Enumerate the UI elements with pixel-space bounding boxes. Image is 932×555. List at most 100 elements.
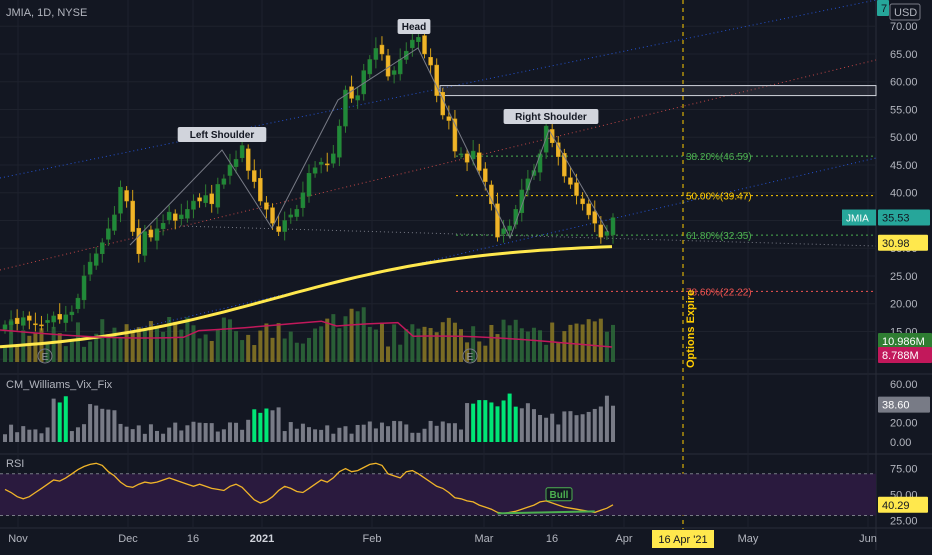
vix-bar-gray [465,403,470,442]
vix-bar-gray [355,424,360,442]
volume-bar [39,328,44,362]
vix-bar-gray [69,431,74,442]
vix-bar-gray [538,414,543,442]
vix-bar-gray [398,421,403,442]
candle-up [2,324,8,330]
volume-bar [173,321,178,362]
volume-bar [270,337,275,362]
vix-bar-gray [422,428,427,442]
volume-bar [15,345,20,362]
candle-up [367,59,373,75]
vix-bar-gray [556,424,561,442]
candle-down [33,323,38,326]
volume-bar [185,317,190,362]
pattern-annotation-box [177,127,267,142]
x-tick-label: Feb [363,533,382,545]
volume-badge: 10.986M [882,336,925,348]
earnings-marker-label: E [42,352,49,363]
vix-bar-gray [112,410,117,442]
date-highlight-label: 16 Apr '21 [658,534,707,546]
volume-bar [112,327,117,362]
candle-up [81,275,87,301]
vix-bar-gray [313,429,318,442]
candle-up [343,89,348,127]
x-tick-label: 16 [546,533,558,545]
candle-down [148,229,154,238]
bull-label-box [545,487,573,502]
candle-up [51,315,56,323]
volume-bar [234,331,239,362]
vix-bar-gray [574,415,579,442]
volume-bar [179,329,184,362]
volume-bar [452,322,457,362]
vix-bar-green [57,402,62,442]
vix-title: CM_Williams_Vix_Fix [6,379,113,391]
volume-bar [106,333,111,362]
candle-down [136,227,142,255]
volume-bar [513,319,518,362]
rsi-last-badge: 40.29 [882,500,910,512]
candle-up [8,321,14,326]
vix-bar-gray [227,422,232,442]
candle-down [124,190,129,202]
price-tick-label: 50.00 [890,132,918,144]
volume-bar [69,341,74,362]
volume-bar [611,324,615,362]
vix-bar-gray [215,431,220,442]
vix-bar-gray [544,417,549,442]
candle-down [562,153,567,177]
candle-up [215,184,221,208]
volume-bar [544,344,549,362]
vix-bar-gray [276,407,281,442]
vix-bar-gray [604,395,609,442]
fib-level-label: 61.80%(32.35) [686,231,752,242]
currency-price-badge: 7 [881,3,887,15]
last-price-badge: 35.53 [882,213,910,225]
volume-bar [300,343,305,362]
candle-up [537,153,543,173]
candle-down [464,153,470,163]
volume-bar [313,328,318,362]
candle-up [239,145,245,158]
candle-up [318,161,324,165]
pattern-annotation-label: Head [402,22,426,33]
candle-down [495,203,500,238]
vix-bar-gray [580,414,585,442]
candle-up [288,214,294,218]
candle-up [470,150,476,160]
volume-bar [82,346,87,362]
candle-down [39,324,44,327]
vix-bar-gray [562,411,567,442]
volume-bar [240,340,245,362]
volume-bar [161,331,166,362]
candle-up [179,214,184,220]
candle-up [185,209,190,219]
vix-bar-green [252,409,257,442]
volume-bar [580,324,585,362]
vix-bar-gray [592,408,597,442]
vix-bar-green [501,400,506,442]
vix-bar-gray [51,398,56,442]
candle-down [57,314,62,320]
volume-bar [404,329,409,362]
candle-up [610,217,616,236]
vix-bar-gray [130,429,135,442]
vix-bar-gray [319,429,324,442]
volume-bar [538,330,543,362]
candle-down [434,64,439,96]
volume-bar [197,338,202,362]
candle-down [586,203,591,216]
candle-down [197,197,202,202]
vix-bar-gray [142,433,147,442]
volume-bar [531,327,536,362]
earnings-marker-label: E [467,352,474,363]
volume-bar [142,329,147,362]
candle-down [446,116,452,121]
vix-bar-gray [39,433,44,442]
pattern-annotation-label: Left Shoulder [190,130,255,141]
vix-bar-gray [386,426,391,442]
candle-up [233,159,239,167]
volume-bar [215,329,220,362]
